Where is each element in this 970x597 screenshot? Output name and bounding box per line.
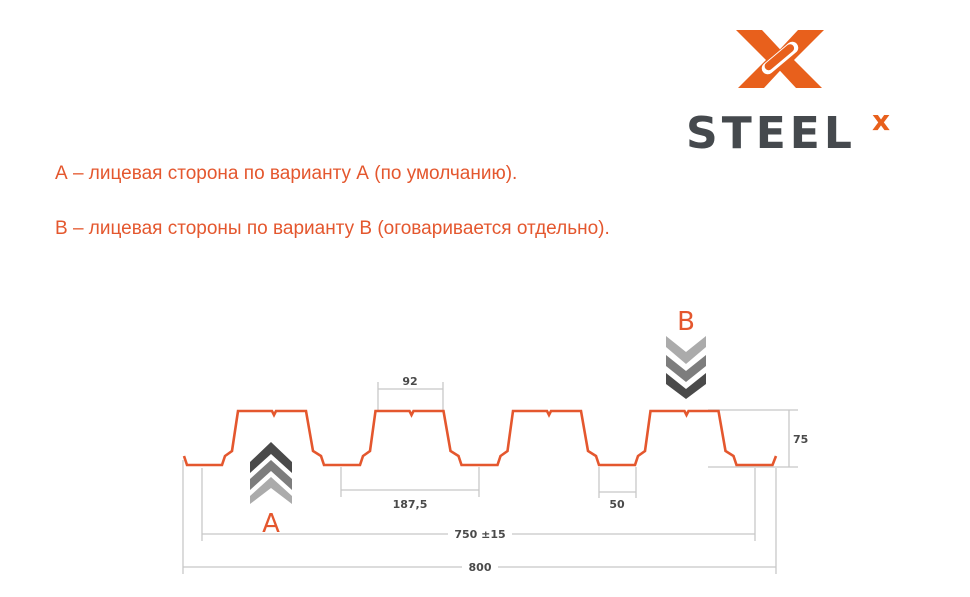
dim-top-width: 92 [402,375,417,388]
dimension-lines [182,382,798,574]
logo-text: STEEL [686,108,856,159]
logo-superscript: x [872,104,890,137]
logo-x-mark-right [770,30,824,88]
caption-variant-a: А – лицевая сторона по варианту А (по ум… [55,163,518,184]
caption-variant-b: В – лицевая стороны по варианту В (огова… [55,218,610,239]
profile-outline [182,409,778,467]
steelx-logo: STEEL x [686,30,890,159]
dim-bottom-width: 50 [609,498,625,511]
label-side-b: B [677,307,695,337]
label-side-a: A [262,509,280,539]
logo-x-mark-left [736,30,790,88]
dim-height: 75 [793,433,808,446]
dim-useful-width: 750 ±15 [454,528,505,541]
chevrons-up-side-a [250,442,292,504]
dim-total-width: 800 [469,561,492,574]
chevrons-down-side-b [666,336,706,399]
dim-pitch: 187,5 [393,498,428,511]
